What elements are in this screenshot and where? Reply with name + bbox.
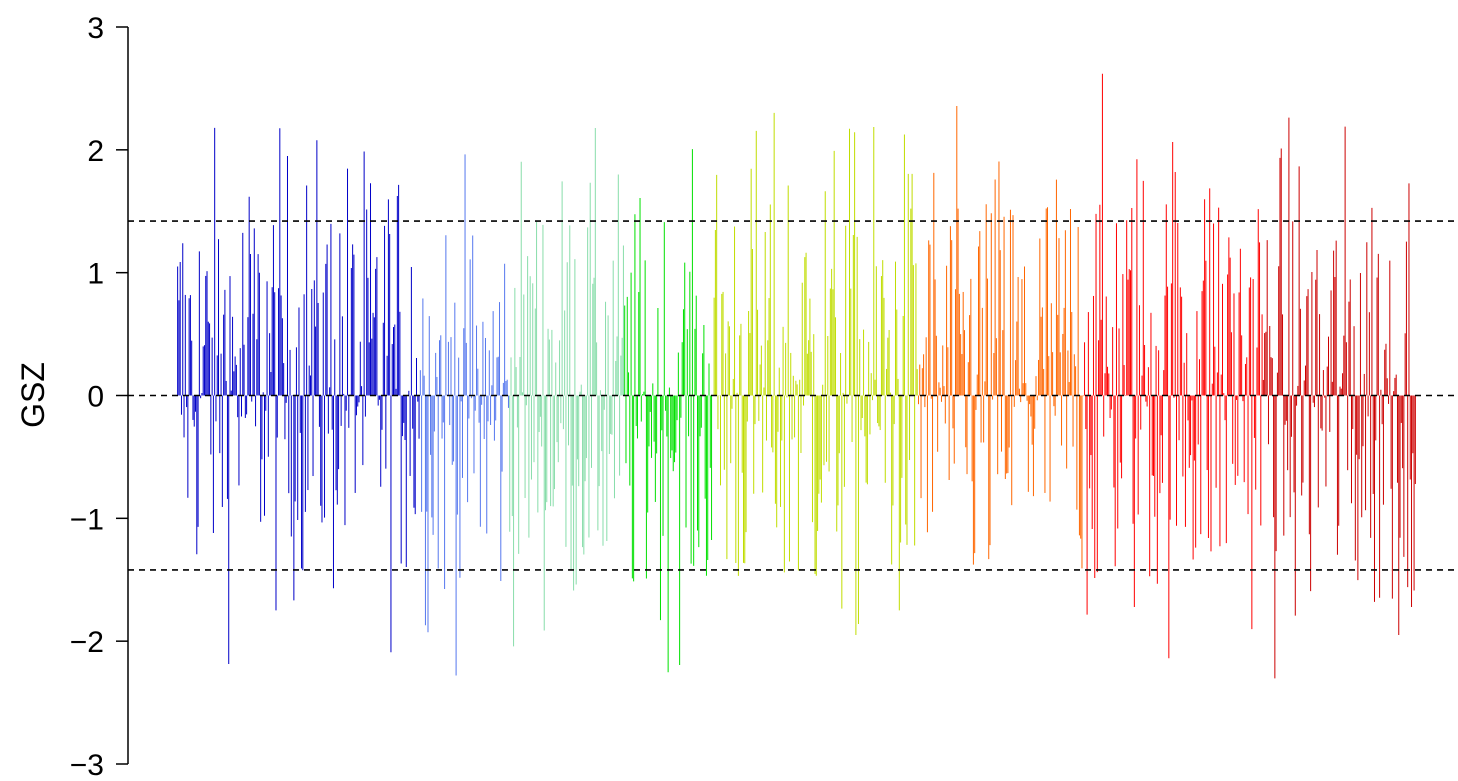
- y-axis: 3 2 1 0 −1 −2 −3: [70, 12, 129, 781]
- reference-lines: [128, 220, 1458, 571]
- y-tick-label: −1: [70, 503, 104, 536]
- y-axis-title: GSZ: [15, 362, 51, 428]
- y-tick-label: 1: [87, 258, 104, 291]
- bars-layer: [177, 73, 1416, 679]
- y-tick-label: 3: [87, 12, 104, 45]
- y-tick-label: 0: [87, 381, 104, 414]
- y-tick-label: −3: [70, 749, 104, 781]
- y-tick-label: −2: [70, 626, 104, 659]
- y-tick-label: 2: [87, 135, 104, 168]
